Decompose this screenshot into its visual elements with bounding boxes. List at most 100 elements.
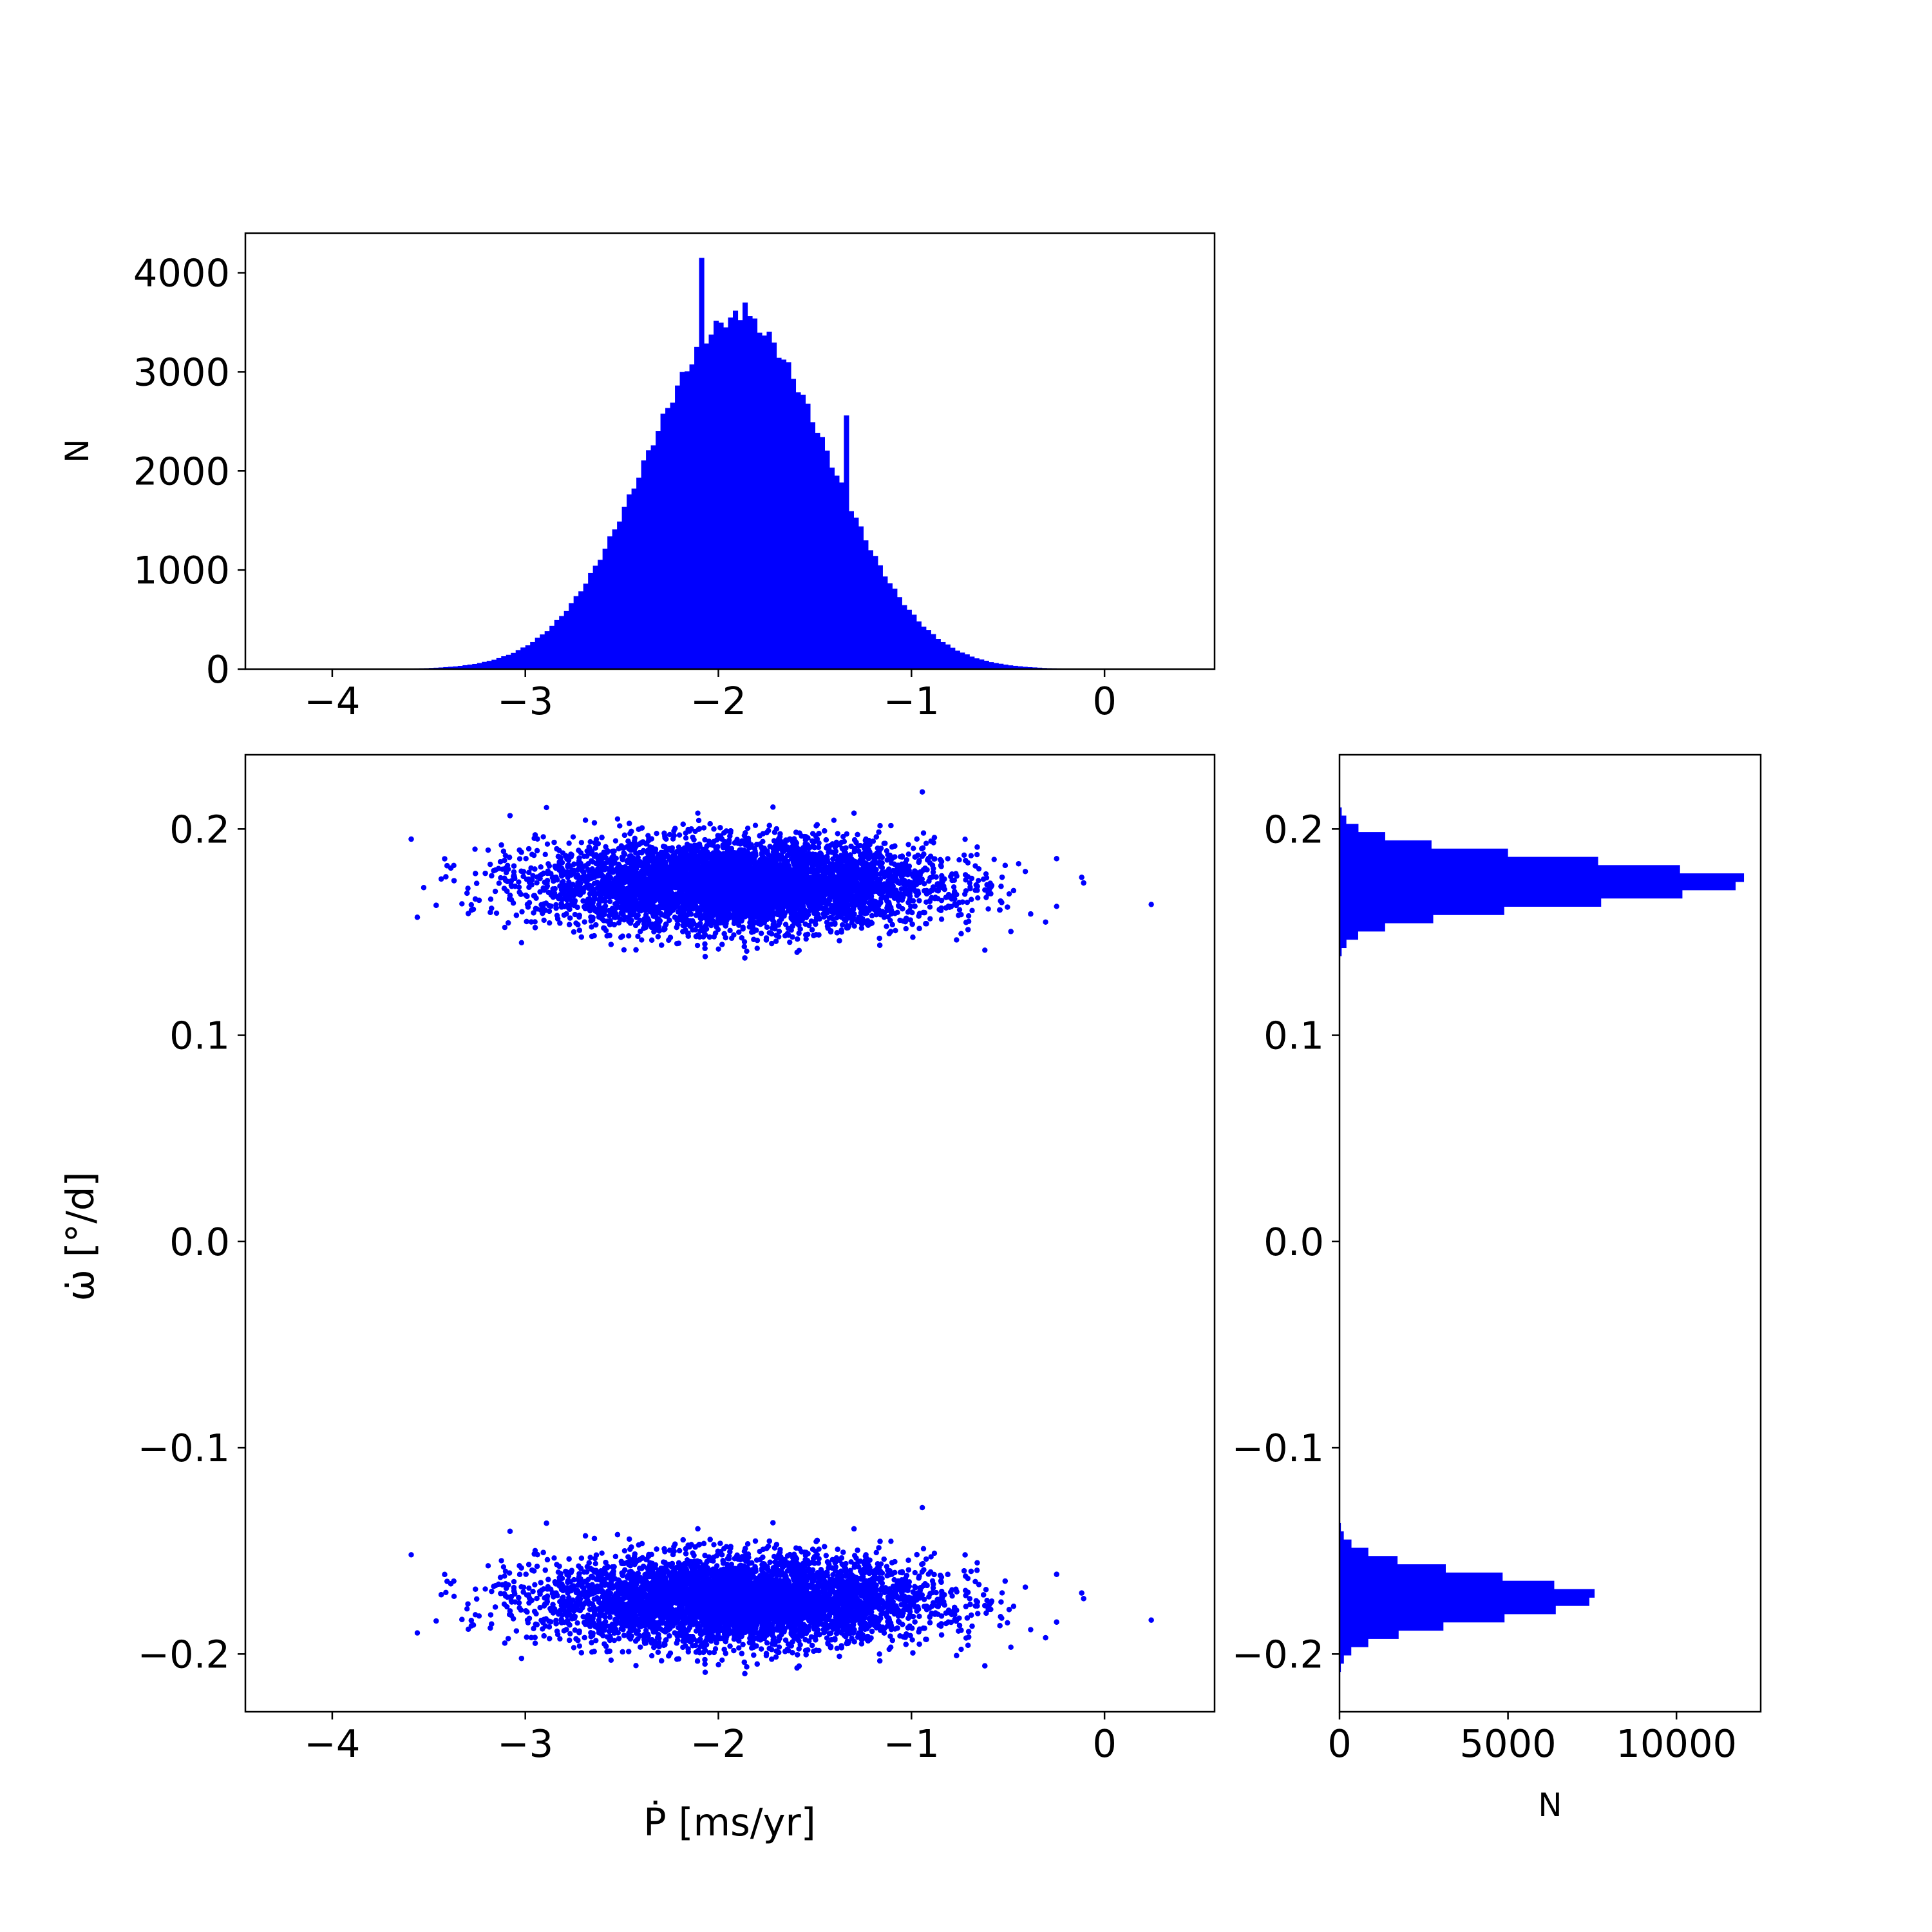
histogram-bar: [950, 647, 956, 669]
histogram-bar: [911, 614, 917, 669]
histogram-bar: [453, 666, 459, 669]
histogram-bar: [530, 641, 536, 669]
histogram-bar: [853, 517, 859, 669]
histogram-bar: [511, 652, 516, 669]
histogram-bar: [559, 616, 565, 669]
scatter-point: [927, 916, 933, 922]
histogram-bar: [602, 548, 608, 669]
scatter-point: [496, 880, 502, 886]
histogram-bar: [583, 583, 589, 669]
y-tick-label: 2000: [133, 449, 230, 493]
histogram-bar: [467, 664, 473, 669]
x-tick-label: −3: [497, 679, 553, 723]
histogram-bar: [535, 638, 540, 669]
histogram-bar: [896, 597, 902, 669]
histogram-bar: [776, 357, 782, 669]
histogram-bar: [438, 667, 444, 669]
histogram-bar: [646, 450, 652, 669]
scatter-point: [744, 948, 750, 954]
histogram-bar: [540, 634, 545, 669]
scatter-point: [985, 906, 991, 912]
histogram-bar: [960, 652, 965, 669]
histogram-bar: [858, 526, 864, 669]
histogram-bar: [685, 371, 690, 669]
histogram-bar: [569, 603, 574, 669]
histogram-bar: [1032, 667, 1037, 669]
scatter-point: [954, 937, 960, 943]
scatter-point: [1043, 919, 1048, 925]
scatter-point: [465, 886, 471, 891]
histogram-bar: [443, 667, 449, 669]
scatter-point: [696, 817, 702, 824]
histogram-bar: [892, 589, 898, 669]
scatter-point: [1022, 869, 1028, 875]
histogram-bar: [902, 605, 907, 669]
histogram-bar: [771, 342, 777, 669]
scatter-point: [542, 851, 548, 858]
x-tick-label: −2: [690, 679, 746, 723]
histogram-bar: [834, 475, 840, 669]
histogram-bar: [1022, 667, 1028, 669]
histogram-bar: [935, 639, 941, 669]
scatter-point: [541, 917, 547, 923]
histogram-bar: [844, 415, 849, 669]
x-tick-label: −1: [884, 679, 940, 723]
scatter-point: [751, 936, 757, 942]
y-tick-label: 3000: [133, 350, 230, 394]
scatter-point: [587, 838, 593, 845]
histogram-bar: [838, 482, 844, 669]
scatter-point: [582, 919, 587, 925]
histogram-bar: [752, 318, 758, 669]
histogram-bar: [786, 362, 791, 669]
histogram-bar: [737, 320, 743, 669]
histogram-bar: [704, 343, 710, 669]
histogram-bar: [592, 565, 598, 669]
scatter-point: [975, 895, 981, 901]
scatter-point: [487, 861, 493, 867]
scatter-point: [962, 836, 968, 842]
histogram-bar: [496, 658, 502, 669]
histogram-bar: [781, 359, 787, 669]
histogram-bar: [1012, 665, 1018, 669]
scatter-point: [621, 947, 627, 953]
histogram-bar: [766, 332, 772, 669]
scatter-point: [787, 939, 793, 945]
x-tick-label: 0: [1092, 679, 1117, 723]
histogram-bar: [520, 647, 526, 669]
histogram-bar: [1003, 664, 1009, 669]
scatter-point: [519, 909, 525, 914]
histogram-bar: [525, 645, 531, 669]
histogram-bar: [506, 654, 511, 669]
histogram-bar: [708, 334, 714, 669]
scatter-point: [969, 907, 975, 914]
scatter-point: [972, 863, 978, 869]
histogram-bar: [795, 392, 801, 669]
histogram-bar: [472, 663, 478, 669]
scatter-point: [831, 817, 837, 823]
scatter-point: [911, 846, 916, 851]
scatter-point: [570, 834, 576, 840]
y-tick-label: 0: [205, 647, 230, 692]
scatter-point: [1054, 904, 1059, 909]
histogram-bar: [679, 372, 685, 669]
histogram-bar: [636, 477, 642, 669]
x-tick-label: −4: [304, 679, 360, 723]
scatter-point: [492, 888, 498, 895]
histogram-bar: [945, 644, 951, 669]
scatter-point: [794, 949, 800, 955]
histogram-bar: [954, 650, 960, 669]
scatter-point: [626, 933, 632, 939]
histogram-bar: [873, 556, 878, 669]
histogram-bar: [819, 437, 826, 669]
scatter-point: [715, 946, 721, 952]
scatter-point: [884, 923, 889, 929]
scatter-point: [612, 838, 619, 844]
scatter-point: [758, 931, 764, 936]
histogram-bar: [1018, 666, 1023, 669]
scatter-point: [493, 910, 500, 916]
histogram-bar: [578, 591, 584, 669]
histogram-bar: [482, 661, 488, 669]
